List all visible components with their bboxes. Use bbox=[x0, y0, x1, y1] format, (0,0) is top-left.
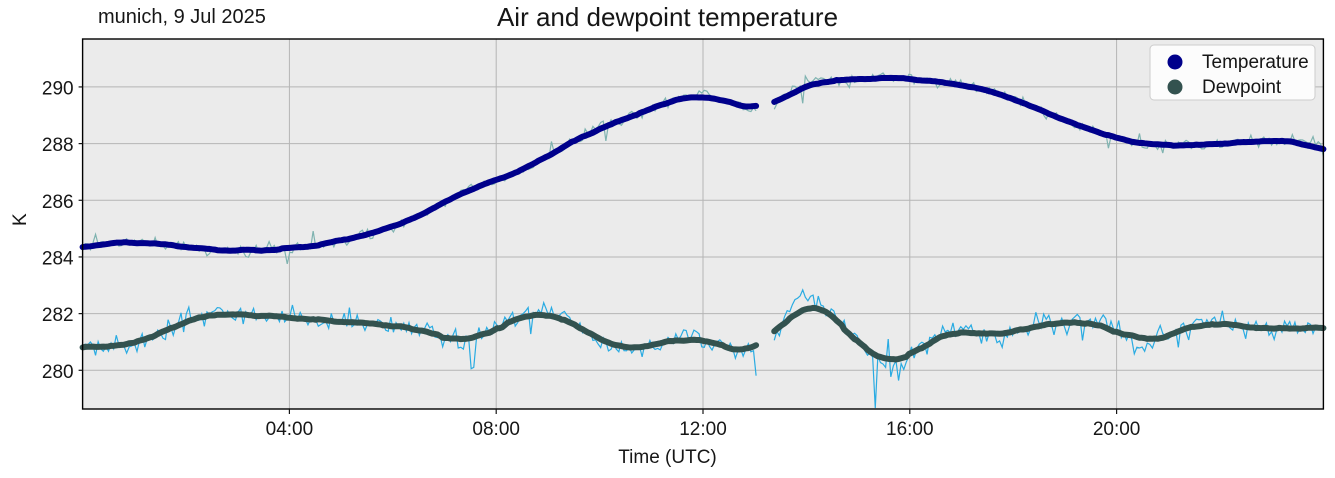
svg-text:20:00: 20:00 bbox=[1093, 419, 1141, 440]
svg-text:Temperature: Temperature bbox=[1202, 52, 1309, 73]
svg-text:04:00: 04:00 bbox=[266, 419, 314, 440]
svg-text:284: 284 bbox=[42, 248, 74, 269]
svg-text:Dewpoint: Dewpoint bbox=[1202, 77, 1282, 98]
svg-text:12:00: 12:00 bbox=[679, 419, 727, 440]
svg-text:288: 288 bbox=[42, 135, 74, 156]
svg-text:282: 282 bbox=[42, 305, 74, 326]
svg-text:280: 280 bbox=[42, 362, 74, 383]
svg-text:290: 290 bbox=[42, 78, 74, 99]
svg-text:16:00: 16:00 bbox=[886, 419, 934, 440]
svg-text:286: 286 bbox=[42, 192, 74, 213]
svg-text:08:00: 08:00 bbox=[472, 419, 520, 440]
